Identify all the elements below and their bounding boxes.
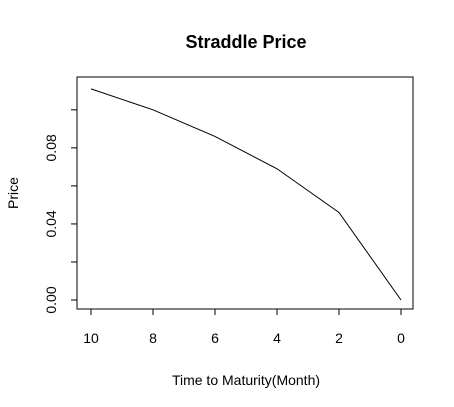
x-tick-label-6: 6 — [211, 330, 219, 346]
y-tick-label-0.04: 0.04 — [43, 210, 59, 237]
x-tick-label-8: 8 — [149, 330, 157, 346]
x-tick-label-10: 10 — [83, 330, 99, 346]
straddle-price-line — [90, 88, 402, 301]
x-tick-label-4: 4 — [273, 330, 281, 346]
y-axis-label: Price — [5, 177, 21, 209]
x-axis-label: Time to Maturity(Month) — [172, 372, 320, 388]
series-layer — [90, 88, 402, 301]
y-tick-label-0.08: 0.08 — [43, 134, 59, 161]
x-tick-label-0: 0 — [397, 330, 405, 346]
x-tick-label-2: 2 — [335, 330, 343, 346]
chart-title: Straddle Price — [185, 32, 306, 52]
y-tick-label-0.00: 0.00 — [43, 286, 59, 313]
y-axis: 0.00 0.04 0.08 — [43, 109, 77, 314]
plot-frame — [76, 76, 414, 310]
x-axis: 10 8 6 4 2 0 — [83, 309, 405, 346]
